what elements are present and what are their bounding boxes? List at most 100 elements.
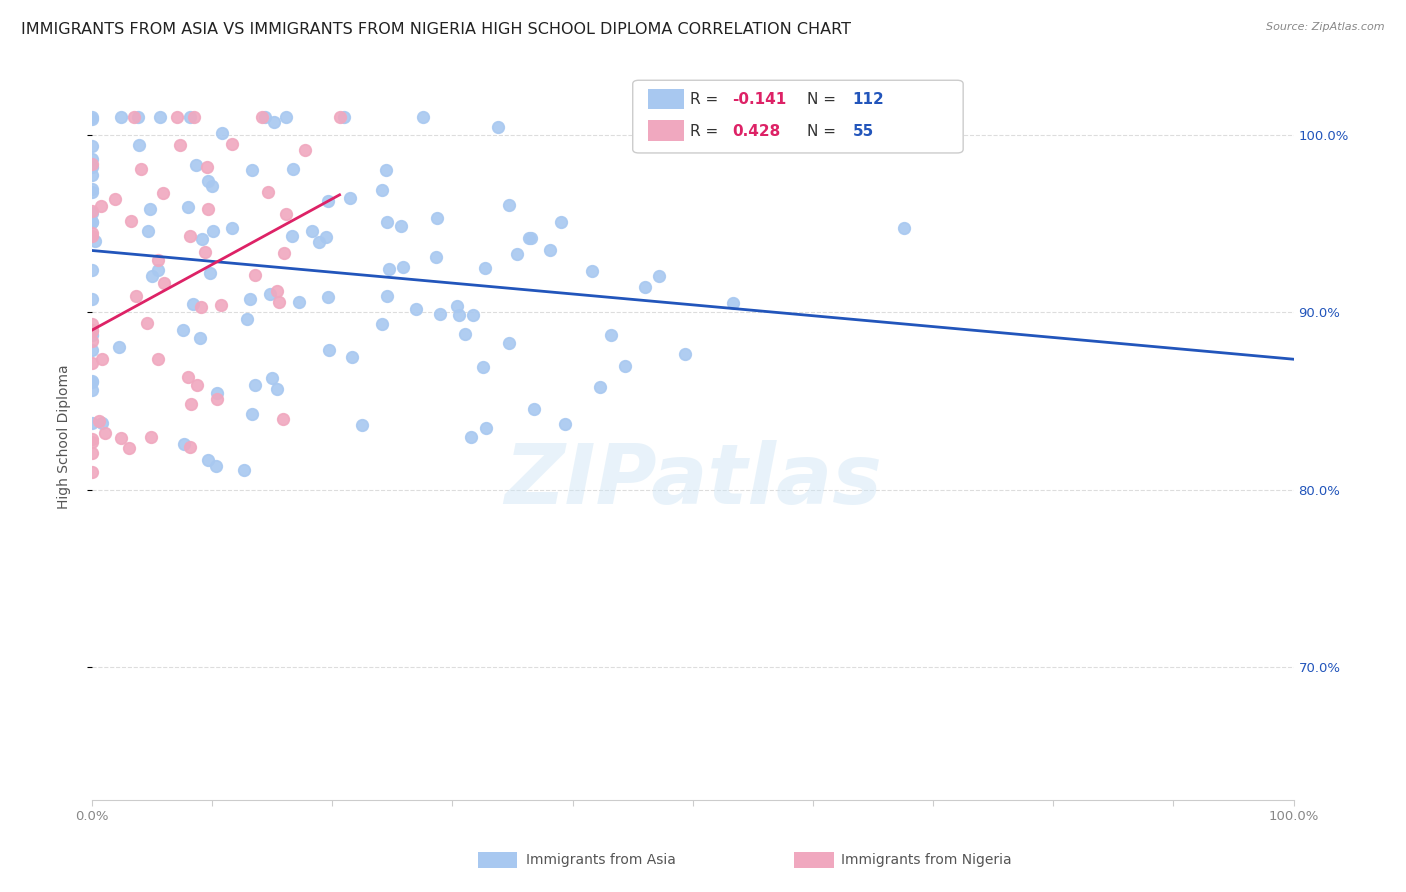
Point (600, 327, 623, 342)
Bar (648, 120, 685, 141)
Point (80, 327, 103, 342)
Text: R =: R = (690, 93, 724, 107)
Point (104, 193, 127, 207)
Point (263, 115, 285, 129)
Point (136, 224, 159, 238)
Point (308, 235, 330, 250)
Text: R =: R = (690, 124, 724, 138)
Point (371, 183, 394, 197)
Point (274, 207, 297, 221)
Point (221, 221, 243, 235)
Point (139, 202, 162, 217)
Text: N =: N = (807, 93, 841, 107)
Point (474, 261, 496, 276)
Point (472, 359, 495, 374)
Point (389, 219, 412, 233)
Point (198, 266, 221, 280)
Point (240, 162, 263, 177)
Point (195, 161, 218, 175)
Point (429, 307, 451, 321)
Text: Immigrants from Asia: Immigrants from Asia (526, 853, 676, 867)
Point (84, 234, 107, 248)
Point (172, 323, 194, 337)
Point (460, 430, 482, 444)
Bar (648, 89, 685, 110)
Point (673, 347, 696, 361)
Point (426, 211, 449, 226)
Point (80, 323, 103, 337)
Point (191, 232, 214, 246)
Point (80, 152, 103, 166)
Point (281, 161, 304, 176)
Point (315, 230, 337, 244)
Point (129, 162, 152, 177)
Point (110, 111, 132, 125)
Text: IMMIGRANTS FROM ASIA VS IMMIGRANTS FROM NIGERIA HIGH SCHOOL DIPLOMA CORRELATION : IMMIGRANTS FROM ASIA VS IMMIGRANTS FROM … (21, 22, 851, 37)
Point (486, 120, 509, 134)
Text: ZIPatlas: ZIPatlas (503, 440, 882, 521)
Point (148, 262, 170, 277)
Point (80, 434, 103, 449)
Point (80, 446, 103, 460)
Point (461, 308, 484, 322)
Point (329, 111, 352, 125)
Point (194, 245, 217, 260)
Point (554, 417, 576, 431)
Point (122, 111, 145, 125)
Point (177, 200, 200, 214)
Point (375, 162, 398, 177)
Point (239, 292, 262, 306)
Point (405, 301, 427, 316)
Point (148, 352, 170, 367)
Point (80, 157, 103, 171)
Point (614, 359, 637, 374)
Point (117, 441, 139, 455)
Point (153, 277, 176, 291)
Point (127, 111, 149, 125)
Point (89, 199, 111, 213)
Point (80, 432, 103, 446)
Point (209, 298, 232, 312)
Point (316, 194, 339, 208)
Point (207, 392, 229, 406)
Point (294, 143, 316, 157)
Point (179, 229, 201, 244)
Point (184, 158, 207, 172)
Point (197, 202, 219, 217)
Point (520, 230, 543, 244)
Point (202, 224, 225, 238)
Point (141, 268, 163, 283)
Point (412, 111, 434, 125)
Point (893, 220, 915, 235)
Point (197, 453, 219, 467)
Point (425, 250, 447, 264)
Point (80, 160, 103, 174)
Point (392, 260, 415, 274)
Point (80, 205, 103, 219)
Point (80, 465, 103, 479)
Point (80, 356, 103, 370)
Point (350, 417, 373, 432)
Point (80, 334, 103, 348)
Point (80, 374, 103, 388)
Point (288, 295, 311, 310)
Point (183, 111, 205, 125)
Point (80, 185, 103, 199)
Point (205, 458, 228, 473)
Point (90, 351, 112, 366)
Point (80, 416, 103, 430)
Point (166, 111, 188, 125)
Point (254, 111, 277, 125)
Point (80, 262, 103, 277)
Point (375, 215, 398, 229)
Point (80, 375, 103, 389)
Point (498, 198, 520, 212)
Point (517, 231, 540, 245)
Point (240, 407, 263, 421)
Point (80, 324, 103, 338)
Point (201, 179, 224, 194)
FancyBboxPatch shape (633, 80, 963, 153)
Point (446, 299, 468, 313)
Point (340, 350, 363, 364)
Point (173, 436, 195, 450)
